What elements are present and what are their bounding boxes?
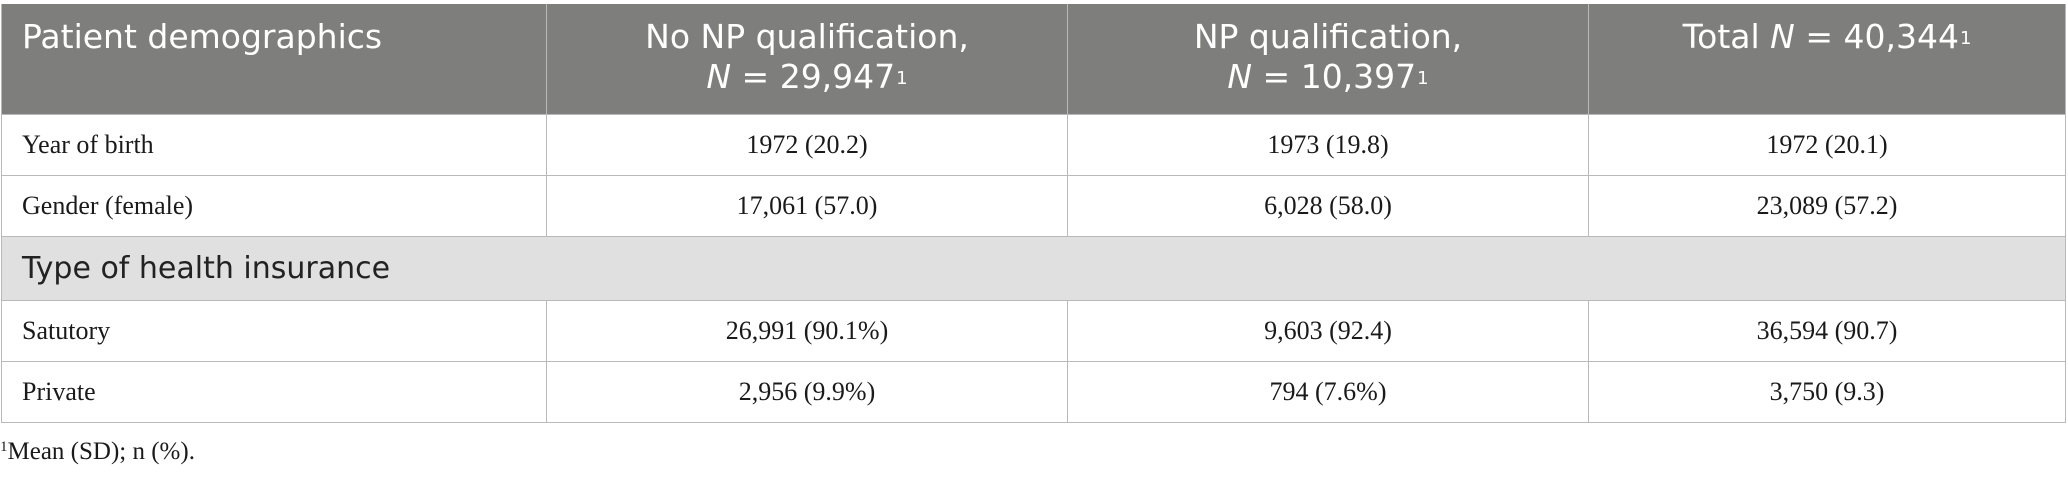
header-patient-demographics: Patient demographics	[1, 4, 547, 115]
footnote-text: Mean (SD); n (%).	[7, 438, 195, 465]
table-cell: 2,956 (9.9%)	[546, 361, 1068, 423]
row-label: Gender (female)	[1, 175, 547, 237]
footnote-marker: 1	[1417, 68, 1429, 89]
table-cell: 9,603 (92.4)	[1067, 300, 1589, 362]
footnote-marker: 1	[896, 68, 908, 89]
row-label: Private	[1, 361, 547, 423]
header-row: Patient demographics No NP qualification…	[1, 4, 2066, 115]
header-n-count: N = 29,9471	[565, 57, 1049, 97]
table-cell: 1973 (19.8)	[1067, 114, 1589, 176]
n-value: = 10,397	[1252, 57, 1417, 96]
header-no-np-qualification: No NP qualification, N = 29,9471	[546, 4, 1068, 115]
n-value: = 40,344	[1794, 17, 1959, 56]
footnote-marker: 1	[0, 439, 8, 455]
demographics-table: Patient demographics No NP qualification…	[1, 4, 2066, 423]
header-label: NP qualification,	[1193, 17, 1463, 56]
table-cell: 3,750 (9.3)	[1588, 361, 2066, 423]
table-cell: 794 (7.6%)	[1067, 361, 1589, 423]
n-value: = 29,947	[731, 57, 896, 96]
demographics-table-container: Patient demographics No NP qualification…	[1, 4, 2066, 423]
row-label: Year of birth	[1, 114, 547, 176]
table-cell: 6,028 (58.0)	[1067, 175, 1589, 237]
table-row: Satutory 26,991 (90.1%) 9,603 (92.4) 36,…	[1, 300, 2066, 362]
section-heading: Type of health insurance	[1, 236, 2066, 301]
section-row: Type of health insurance	[1, 236, 2066, 301]
table-row: Year of birth 1972 (20.2) 1973 (19.8) 19…	[1, 114, 2066, 176]
header-n-count: N = 10,3971	[1086, 57, 1570, 97]
row-label: Satutory	[1, 300, 547, 362]
header-label: Patient demographics	[22, 17, 383, 56]
table-cell: 1972 (20.2)	[546, 114, 1068, 176]
table-cell: 17,061 (57.0)	[546, 175, 1068, 237]
table-footnote: 1Mean (SD); n (%).	[0, 438, 195, 466]
header-label: Total	[1682, 17, 1771, 56]
table-cell: 36,594 (90.7)	[1588, 300, 2066, 362]
table-row: Private 2,956 (9.9%) 794 (7.6%) 3,750 (9…	[1, 361, 2066, 423]
footnote-marker: 1	[1959, 28, 1972, 49]
n-symbol: N	[1227, 57, 1253, 96]
table-cell: 26,991 (90.1%)	[546, 300, 1068, 362]
table-row: Gender (female) 17,061 (57.0) 6,028 (58.…	[1, 175, 2066, 237]
n-symbol: N	[1770, 17, 1795, 56]
header-label: No NP qualification,	[645, 17, 969, 56]
n-symbol: N	[706, 57, 732, 96]
table-cell: 23,089 (57.2)	[1588, 175, 2066, 237]
table-cell: 1972 (20.1)	[1588, 114, 2066, 176]
header-total: Total N = 40,3441	[1588, 4, 2066, 115]
header-np-qualification: NP qualification, N = 10,3971	[1067, 4, 1589, 115]
